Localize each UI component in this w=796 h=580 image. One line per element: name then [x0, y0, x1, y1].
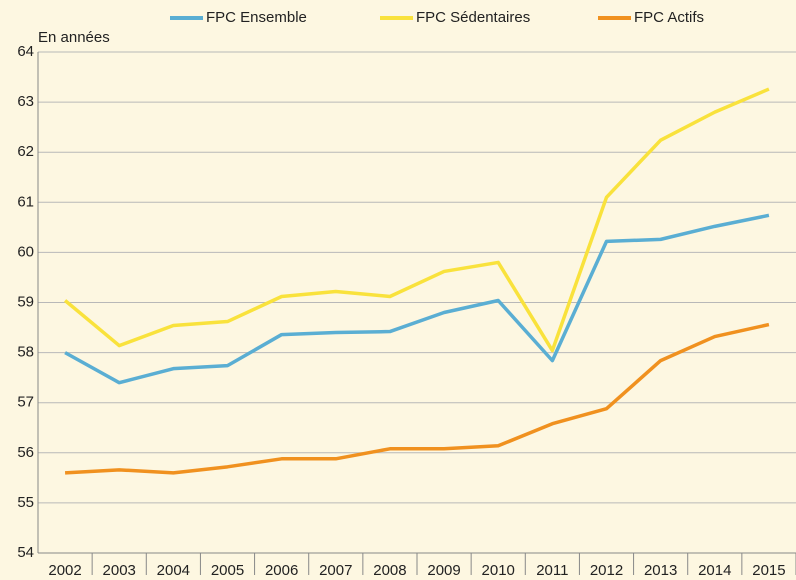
y-tick-label: 64 — [17, 43, 34, 60]
x-tick-label: 2015 — [752, 562, 785, 579]
x-tick-label: 2006 — [265, 562, 298, 579]
series-line — [64, 322, 770, 475]
x-tick-label: 2005 — [211, 562, 244, 579]
series-line — [63, 87, 770, 353]
y-tick-label: 57 — [17, 394, 34, 411]
legend-label: FPC Actifs — [634, 9, 704, 26]
legend-label: FPC Ensemble — [206, 9, 307, 26]
x-tick-label: 2014 — [698, 562, 731, 579]
x-tick-label: 2012 — [590, 562, 623, 579]
legend-label: FPC Sédentaires — [416, 9, 530, 26]
x-tick-label: 2003 — [103, 562, 136, 579]
y-axis-label: En années — [38, 29, 110, 46]
x-tick-label: 2004 — [157, 562, 190, 579]
y-tick-label: 55 — [17, 494, 34, 511]
x-tick-label: 2013 — [644, 562, 677, 579]
y-tick-label: 63 — [17, 93, 34, 110]
series-line — [64, 213, 770, 385]
x-tick-label: 2008 — [373, 562, 406, 579]
y-tick-label: 58 — [17, 344, 34, 361]
y-tick-label: 60 — [17, 243, 34, 260]
x-tick-label: 2007 — [319, 562, 352, 579]
y-tick-label: 62 — [17, 143, 34, 160]
x-tick-label: 2011 — [536, 562, 568, 579]
x-tick-label: 2009 — [427, 562, 460, 579]
y-tick-label: 54 — [17, 544, 34, 561]
y-tick-label: 56 — [17, 444, 34, 461]
x-tick-label: 2010 — [482, 562, 515, 579]
y-tick-label: 59 — [17, 293, 34, 310]
y-tick-label: 61 — [17, 193, 34, 210]
x-tick-label: 2002 — [48, 562, 81, 579]
